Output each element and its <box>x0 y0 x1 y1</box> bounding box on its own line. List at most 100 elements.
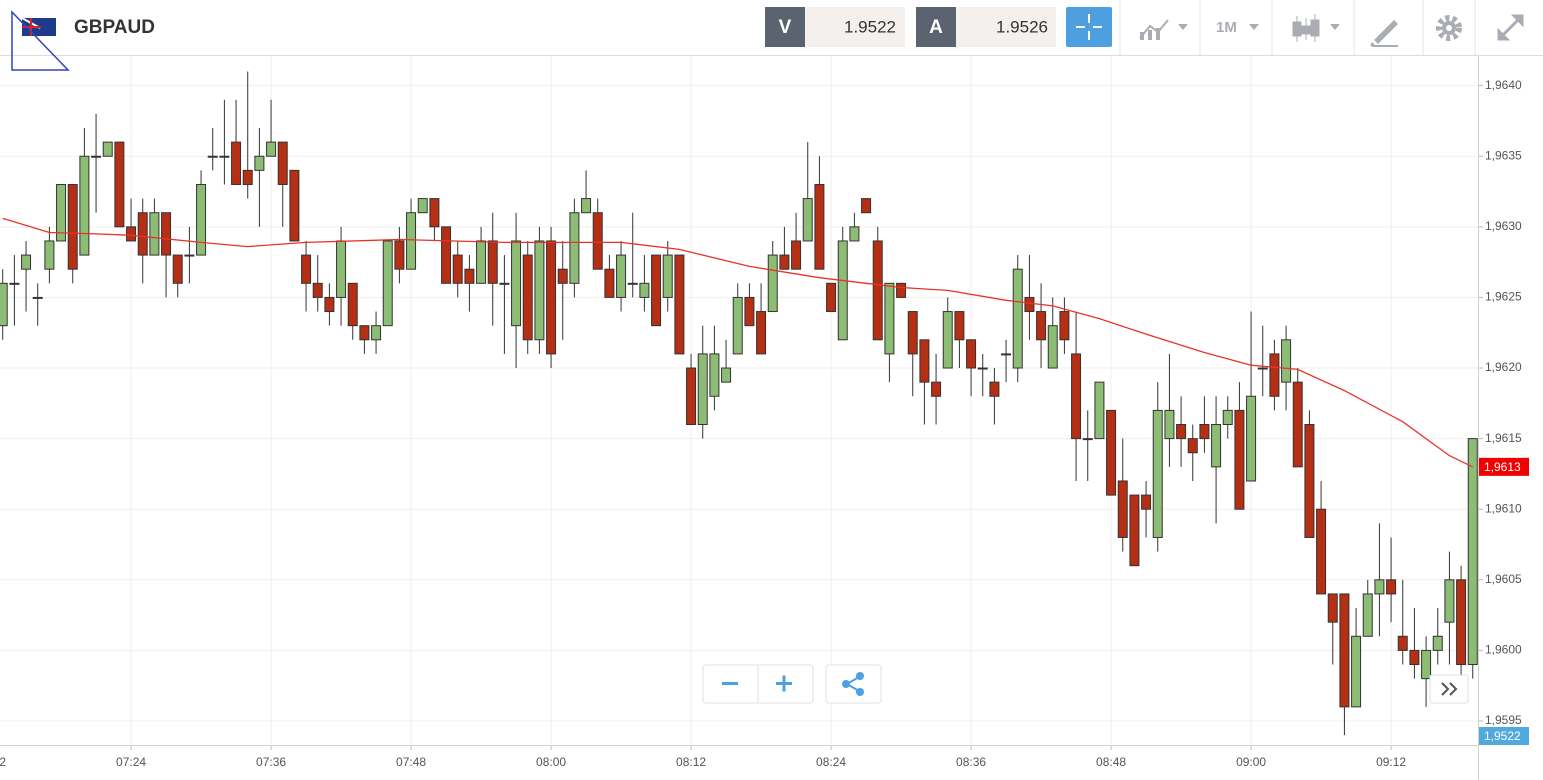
candle-body <box>312 282 323 298</box>
candle <box>837 226 848 341</box>
y-tick-label: 1,9600 <box>1485 643 1522 657</box>
candle-body <box>184 254 195 257</box>
chart-type-button[interactable] <box>1139 19 1188 40</box>
candle <box>872 226 883 341</box>
candle-body <box>1071 353 1082 440</box>
candle-body <box>1246 395 1257 482</box>
candle <box>114 141 125 228</box>
candle-body <box>149 212 160 256</box>
candle-body <box>1106 409 1117 496</box>
settings-button[interactable] <box>1436 15 1462 41</box>
candle-body <box>709 353 720 397</box>
candle <box>989 368 1000 425</box>
candle <box>616 240 627 312</box>
candle-body <box>0 282 8 327</box>
candle <box>1246 311 1257 482</box>
candle <box>44 226 55 284</box>
candle-body <box>79 155 90 256</box>
candle <box>9 255 20 326</box>
candle <box>721 339 732 383</box>
ask-badge[interactable] <box>916 7 956 47</box>
candle-body <box>196 183 207 256</box>
candle <box>172 254 183 298</box>
candle-body <box>697 353 708 426</box>
candle-body <box>417 198 428 214</box>
zoom-out[interactable] <box>722 682 738 685</box>
candle <box>861 198 872 214</box>
candle-body <box>1012 268 1023 369</box>
candle-body <box>1351 635 1362 708</box>
candle <box>1269 339 1280 411</box>
candle-body <box>627 282 638 285</box>
candle <box>1141 480 1152 538</box>
candle-body <box>9 282 20 285</box>
candle <box>1386 537 1397 623</box>
candle-body <box>732 296 743 355</box>
candle-body <box>896 282 907 298</box>
bid-box[interactable] <box>805 7 905 47</box>
candle-body <box>102 141 113 157</box>
candle-body <box>91 155 102 158</box>
candle <box>242 71 253 199</box>
candle-body <box>1304 424 1315 538</box>
candle <box>756 283 767 355</box>
candle <box>1351 608 1362 708</box>
y-tick-label: 1,9625 <box>1485 290 1522 304</box>
scroll-right-button[interactable] <box>1429 674 1469 704</box>
candle <box>56 183 67 242</box>
candle-body <box>662 254 673 298</box>
candle-body <box>1421 649 1432 680</box>
candle-body <box>744 296 755 327</box>
candle <box>1036 283 1047 369</box>
bid-badge[interactable] <box>765 7 805 47</box>
candle-style-button[interactable] <box>1292 14 1340 42</box>
candle <box>814 156 825 270</box>
share-button[interactable] <box>825 664 882 704</box>
candle <box>137 198 148 284</box>
timeframe: 1M <box>1216 19 1237 36</box>
candle <box>802 142 813 242</box>
candle-body <box>884 282 895 355</box>
candle-body <box>1327 593 1338 623</box>
candle-body <box>382 240 393 327</box>
fullscreen-button[interactable] <box>1497 14 1524 41</box>
candle <box>266 99 277 157</box>
candle <box>1339 593 1350 736</box>
candle <box>126 198 137 242</box>
ask-value: 1.9526 <box>996 17 1048 36</box>
candle <box>686 353 697 426</box>
candle-body <box>931 381 942 397</box>
draw-button[interactable] <box>1370 20 1398 47</box>
candle-body <box>989 381 1000 397</box>
candle-body <box>919 339 930 383</box>
y-tick-label: 1,9595 <box>1485 713 1522 727</box>
timeframe-button[interactable]: 1M <box>1216 19 1259 36</box>
candle-body <box>557 268 568 284</box>
candle <box>942 297 953 369</box>
candle <box>464 255 475 312</box>
candle <box>1117 438 1128 552</box>
candle <box>91 113 102 213</box>
candle-body <box>324 296 335 313</box>
ask-box[interactable] <box>956 7 1056 47</box>
zoom-in[interactable] <box>776 675 792 692</box>
moving-average <box>2 217 1473 468</box>
candle <box>569 198 580 298</box>
candle <box>487 212 498 326</box>
candle-body <box>207 155 218 158</box>
candle <box>382 240 393 327</box>
candle <box>1421 636 1432 707</box>
crosshair-button[interactable] <box>1066 7 1112 47</box>
candle-body <box>1036 311 1047 341</box>
x-tick-label: 07:36 <box>256 755 286 769</box>
candle-body <box>137 212 148 256</box>
candle <box>184 226 195 284</box>
candle-body <box>1187 438 1198 454</box>
toolbar-separators <box>1119 0 1476 55</box>
candle-body <box>721 367 732 383</box>
candle <box>592 198 603 270</box>
candle <box>324 283 335 326</box>
candle-body <box>1094 381 1105 440</box>
x-tick-label: 07:24 <box>116 755 146 769</box>
